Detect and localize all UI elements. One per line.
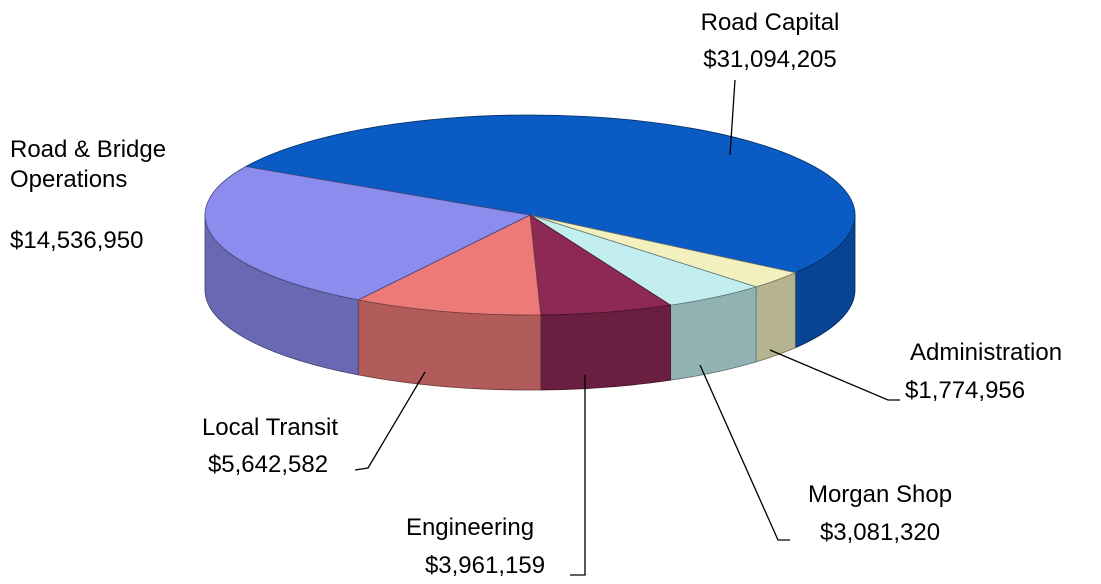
- slice-label: Engineering: [405, 514, 535, 541]
- slice-value: $14,536,950: [10, 227, 144, 254]
- slice-label: Road & Bridge Operations: [10, 136, 167, 193]
- slice-value: $31,094,205: [703, 46, 837, 73]
- slice-label: Morgan Shop: [807, 481, 953, 508]
- slice-label: Road Capital: [700, 9, 840, 36]
- slice-value: $3,081,320: [819, 519, 941, 546]
- slice: [244, 114, 856, 274]
- leader-line: [769, 349, 900, 401]
- slice-label: Administration: [910, 339, 1063, 366]
- slice-side: [540, 304, 671, 391]
- slice: [204, 166, 532, 301]
- slice: [356, 214, 542, 316]
- leader-line: [729, 79, 736, 156]
- slice-side: [755, 272, 796, 363]
- leader-line: [699, 364, 790, 541]
- slice-value: $3,961,159: [424, 552, 546, 579]
- leader-line: [354, 371, 426, 471]
- slice-label: Local Transit: [201, 414, 339, 441]
- slice-value: $1,774,956: [905, 377, 1026, 404]
- leader-line: [570, 375, 586, 576]
- pie: [204, 114, 856, 391]
- slice: [529, 214, 672, 316]
- slice-value: $5,642,582: [207, 451, 329, 478]
